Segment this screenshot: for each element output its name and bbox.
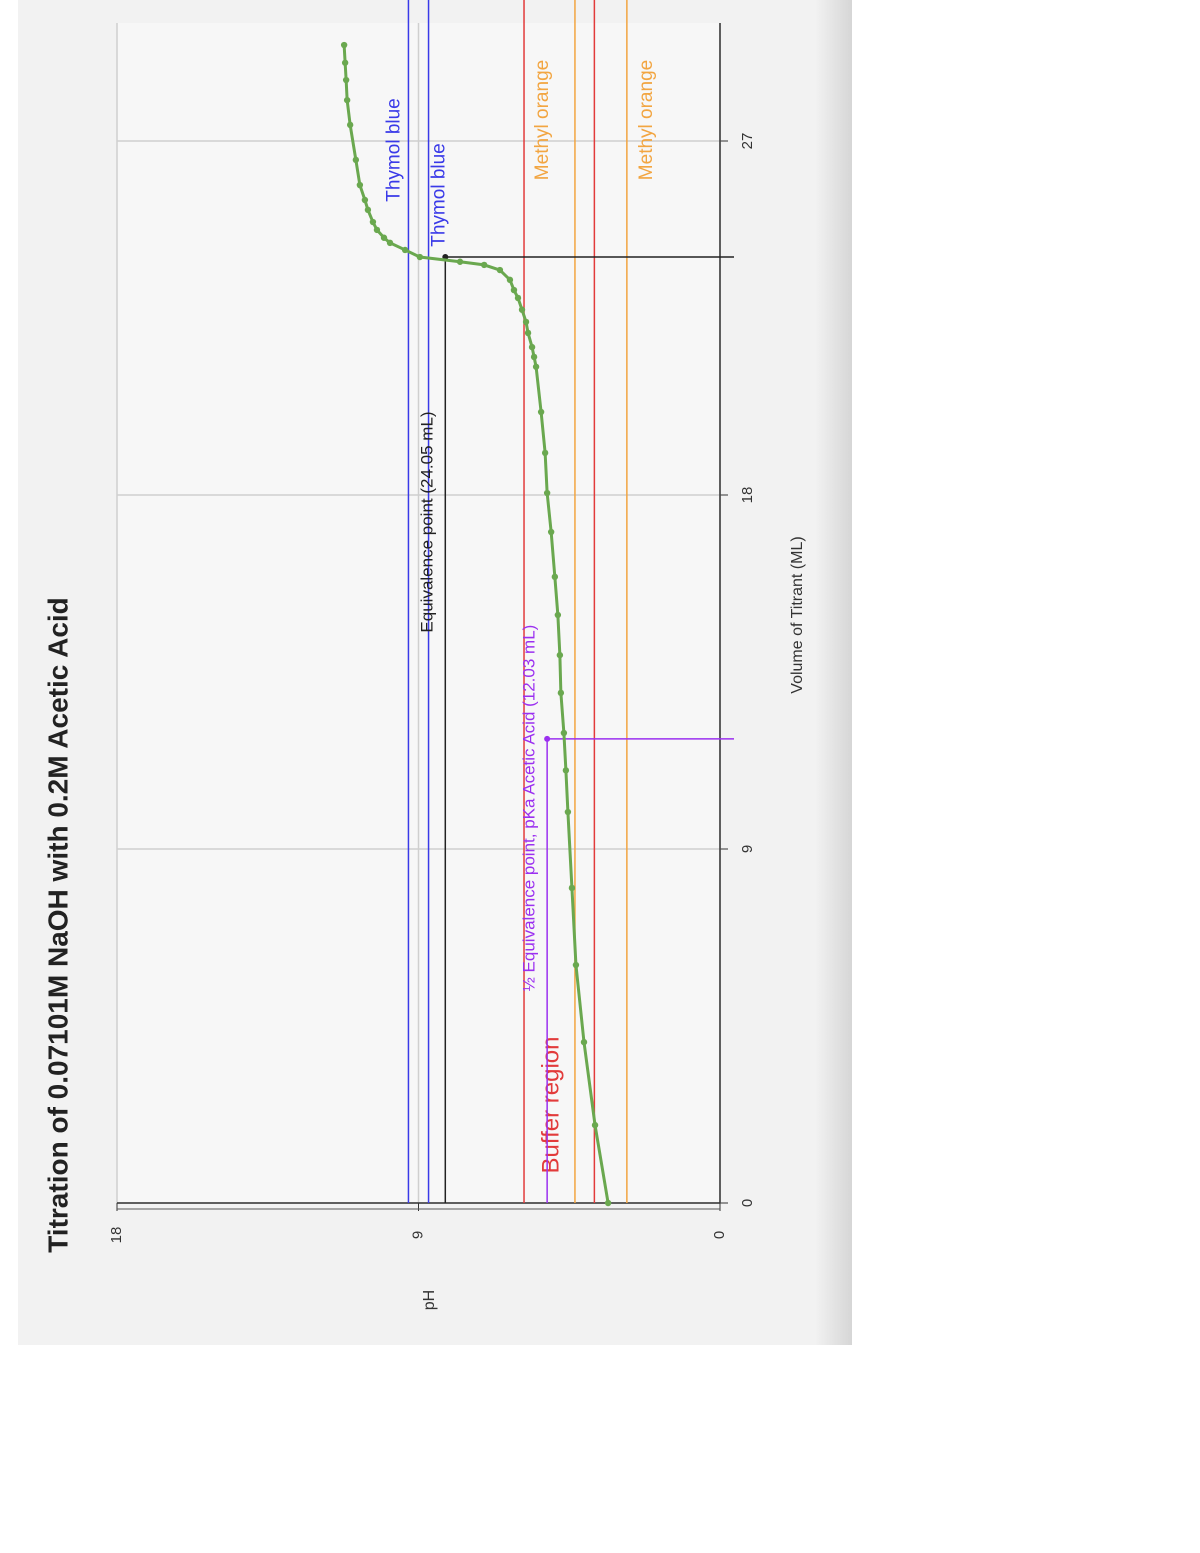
data-point — [554, 611, 562, 619]
data-point — [506, 276, 514, 284]
data-point — [514, 294, 522, 302]
y-tick-label: 9 — [409, 1231, 426, 1239]
data-point — [416, 253, 424, 261]
data-point — [560, 729, 568, 737]
data-point — [352, 156, 360, 164]
data-point — [604, 1199, 612, 1207]
data-point — [530, 353, 538, 361]
data-point — [401, 246, 409, 254]
data-point — [541, 449, 549, 457]
reference-label: Thymol blue — [429, 143, 450, 247]
data-point — [373, 226, 381, 234]
data-point — [380, 234, 388, 241]
data-point — [562, 767, 570, 774]
data-point — [342, 76, 350, 84]
reference-label: Methyl orange — [532, 60, 553, 180]
data-point — [361, 196, 369, 204]
data-point — [364, 206, 372, 214]
data-point — [557, 689, 565, 697]
data-point — [386, 239, 394, 247]
y-axis-label: pH — [421, 1290, 438, 1310]
data-point — [341, 59, 349, 66]
data-point — [343, 96, 351, 104]
data-point — [551, 573, 559, 581]
panel-edge — [815, 0, 852, 1345]
data-point — [580, 1038, 588, 1046]
x-tick-label: 27 — [739, 133, 756, 150]
y-tick-label: 18 — [108, 1227, 125, 1244]
data-point — [547, 528, 555, 536]
chart-title: Titration of 0.07101M NaOH with 0.2M Ace… — [42, 597, 73, 1253]
data-point — [543, 489, 551, 497]
data-point — [568, 884, 576, 892]
x-axis-label: Volume of Titrant (ML) — [789, 536, 806, 693]
reference-label: Methyl orange — [636, 60, 657, 180]
x-tick-label: 0 — [739, 1199, 756, 1207]
data-point — [346, 121, 354, 129]
data-point — [537, 408, 545, 416]
x-tick-label: 18 — [739, 487, 756, 504]
data-point — [591, 1121, 599, 1129]
data-point — [524, 329, 532, 337]
data-point — [556, 651, 564, 659]
data-point — [456, 258, 464, 265]
data-point — [522, 318, 530, 326]
point-label: ½ Equivalence point, pKa Acetic Acid (12… — [519, 625, 538, 992]
data-point — [480, 261, 488, 269]
data-point — [528, 343, 536, 351]
key-point — [544, 735, 551, 742]
rotated-chart: Titration of 0.07101M NaOH with 0.2M Ace… — [42, 0, 806, 1310]
data-point — [532, 363, 540, 370]
y-tick-label: 0 — [711, 1231, 728, 1239]
data-point — [496, 266, 504, 274]
data-point — [340, 41, 348, 49]
data-point — [564, 808, 572, 816]
buffer-label: Buffer region — [537, 1037, 564, 1174]
data-point — [510, 286, 518, 294]
data-point — [518, 306, 526, 313]
data-point — [356, 181, 364, 189]
point-label: Equivalence point (24.05 mL) — [417, 411, 436, 632]
reference-label: Thymol blue — [383, 98, 404, 202]
data-point — [369, 218, 377, 226]
data-point — [572, 961, 580, 969]
x-tick-label: 9 — [739, 845, 756, 853]
